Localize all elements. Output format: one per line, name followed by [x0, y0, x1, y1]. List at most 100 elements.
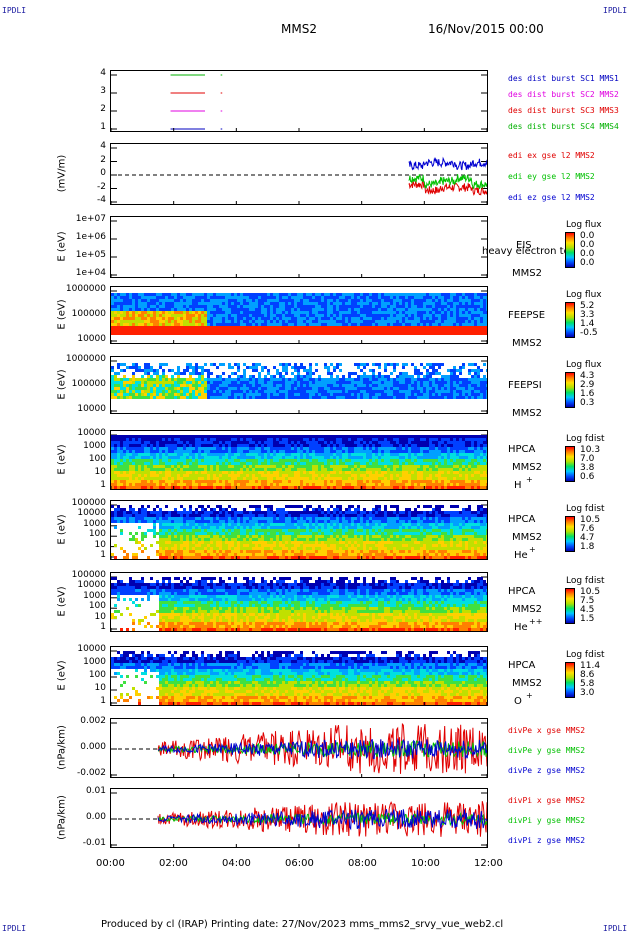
legend-entry: des dist burst SC2 MMS2: [508, 90, 619, 99]
spectrogram-cell: [438, 293, 441, 296]
spectrogram-cell: [246, 299, 249, 302]
spectrogram-cell: [288, 441, 291, 444]
spectrogram-cell: [402, 441, 405, 444]
spectrogram-cell: [132, 486, 135, 489]
spectrogram-cell: [192, 299, 195, 302]
spectrogram-cell: [321, 378, 324, 381]
spectrogram-cell: [372, 453, 375, 456]
spectrogram-cell: [426, 387, 429, 390]
spectrogram-cell: [132, 293, 135, 296]
spectrogram-cell: [366, 305, 369, 308]
spectrogram-cell: [240, 465, 243, 468]
spectrogram-cell: [177, 483, 180, 486]
spectrogram-cell: [246, 311, 249, 314]
spectrogram-cell: [174, 456, 177, 459]
spectrogram-cell: [333, 296, 336, 299]
spectrogram-cell: [348, 438, 351, 441]
spectrogram-cell: [468, 308, 471, 311]
spectrogram-cell: [192, 447, 195, 450]
spectrogram-cell: [417, 326, 420, 329]
spectrogram-cell: [390, 293, 393, 296]
spectrogram-cell: [294, 299, 297, 302]
spectrogram-cell: [147, 323, 150, 326]
spectrogram-cell: [342, 444, 345, 447]
spectrogram-cell: [432, 393, 435, 396]
spectrogram-cell: [177, 447, 180, 450]
spectrogram-cell: [375, 471, 378, 474]
spectrogram-cell: [147, 390, 150, 393]
spectrogram-cell: [387, 302, 390, 305]
spectrogram-cell: [207, 375, 210, 378]
spectrogram-cell: [294, 468, 297, 471]
spectrogram-cell: [396, 296, 399, 299]
spectrogram-cell: [273, 387, 276, 390]
spectrogram-cell: [207, 381, 210, 384]
spectrogram-cell: [201, 441, 204, 444]
spectrogram-cell: [258, 387, 261, 390]
spectrogram-cell: [351, 299, 354, 302]
spectrogram-cell: [234, 314, 237, 317]
spectrogram-cell: [459, 390, 462, 393]
spectrogram-cell: [237, 441, 240, 444]
spectrogram-cell: [387, 332, 390, 335]
spectrogram-cell: [408, 326, 411, 329]
spectrogram-cell: [186, 329, 189, 332]
spectrogram-cell: [141, 384, 144, 387]
spectrogram-cell: [135, 329, 138, 332]
spectrogram-cell: [372, 390, 375, 393]
spectrogram-cell: [366, 311, 369, 314]
spectrogram-cell: [420, 320, 423, 323]
spectrogram-cell: [249, 441, 252, 444]
spectrogram-cell: [363, 363, 366, 366]
spectrogram-cell: [357, 435, 360, 438]
spectrogram-cell: [138, 366, 141, 369]
spectrogram-cell: [417, 465, 420, 468]
spectrogram-cell: [120, 311, 123, 314]
spectrogram-cell: [330, 438, 333, 441]
spectrogram-cell: [237, 311, 240, 314]
spectrogram-cell: [303, 332, 306, 335]
spectrogram-cell: [195, 293, 198, 296]
spectrogram-cell: [342, 393, 345, 396]
spectrogram-cell: [237, 305, 240, 308]
spectrogram-cell: [174, 326, 177, 329]
spectrogram-cell: [249, 326, 252, 329]
spectrogram-cell: [234, 450, 237, 453]
spectrogram-cell: [318, 486, 321, 489]
spectrogram-cell: [366, 293, 369, 296]
spectrogram-cell: [306, 369, 309, 372]
spectrogram-cell: [276, 293, 279, 296]
spectrogram-cell: [411, 378, 414, 381]
spectrogram-cell: [360, 323, 363, 326]
spectrogram-cell: [201, 456, 204, 459]
spectrogram-cell: [177, 390, 180, 393]
spectrogram-cell: [240, 381, 243, 384]
spectrogram-cell: [216, 323, 219, 326]
spectrogram-cell: [243, 332, 246, 335]
spectrogram-cell: [399, 299, 402, 302]
spectrogram-cell: [198, 456, 201, 459]
spectrogram-cell: [363, 366, 366, 369]
spectrogram-cell: [348, 317, 351, 320]
spectrogram-cell: [450, 302, 453, 305]
spectrogram-cell: [411, 450, 414, 453]
spectrogram-cell: [357, 465, 360, 468]
spectrogram-cell: [450, 378, 453, 381]
spectrogram-cell: [126, 465, 129, 468]
spectrogram-cell: [282, 477, 285, 480]
spectrogram-cell: [339, 456, 342, 459]
spectrogram-cell: [192, 332, 195, 335]
spectrogram-cell: [276, 381, 279, 384]
spectrogram-cell: [240, 444, 243, 447]
spectrogram-cell: [405, 480, 408, 483]
spectrogram-cell: [360, 393, 363, 396]
spectrogram-cell: [282, 323, 285, 326]
spectrogram-cell: [177, 332, 180, 335]
spectrogram-cell: [135, 453, 138, 456]
spectrogram-cell: [159, 480, 162, 483]
spectrogram-cell: [315, 396, 318, 399]
spectrogram-cell: [483, 384, 486, 387]
spectrogram-cell: [114, 372, 117, 375]
spectrogram-cell: [186, 486, 189, 489]
spectrogram-cell: [129, 308, 132, 311]
